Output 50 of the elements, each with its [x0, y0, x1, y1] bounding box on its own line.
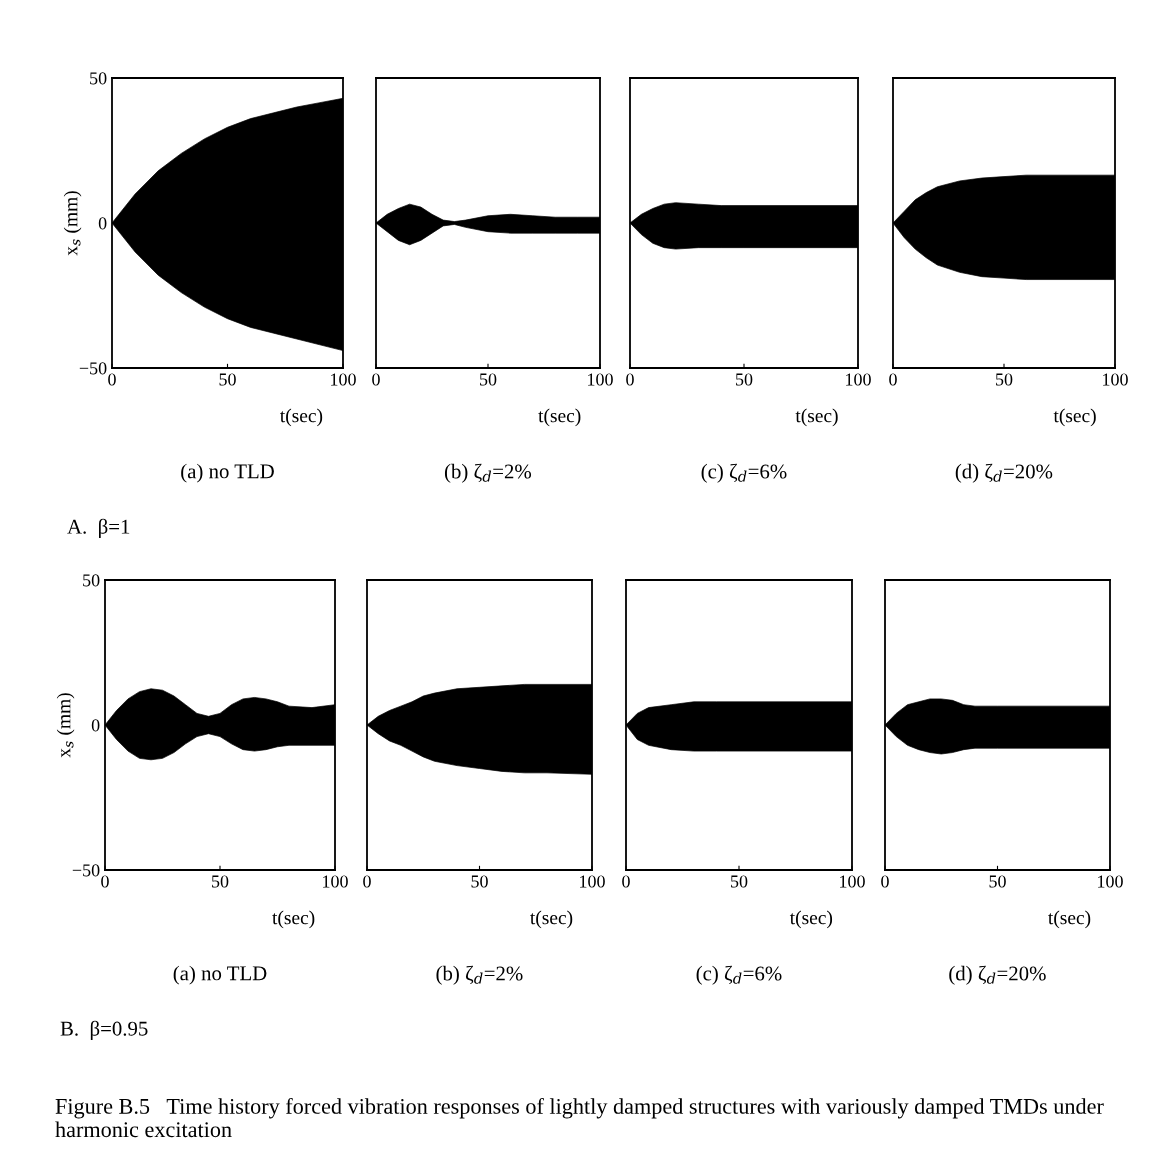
x-axis-title: t(sec) — [538, 408, 581, 427]
x-axis-title: t(sec) — [280, 408, 323, 427]
x-tick-label: 0 — [108, 373, 116, 386]
text: (b) ζ$_{d}$=2% — [444, 463, 532, 483]
text: B. β=0.95 — [60, 1020, 148, 1040]
y-tick-label: −50 — [72, 864, 100, 877]
y-tick-label: 50 — [83, 574, 100, 587]
x-tick-label: 50 — [219, 373, 236, 386]
x-tick-label: 100 — [840, 875, 865, 888]
y-tick-label: 0 — [91, 719, 100, 732]
x-tick-label: 0 — [363, 875, 371, 888]
text: A. β=1 — [67, 518, 130, 538]
text: (a) no TLD — [181, 463, 274, 483]
x-axis-title: t(sec) — [272, 910, 315, 929]
x-axis-title: t(sec) — [789, 910, 833, 929]
x-tick-label: 0 — [372, 373, 380, 386]
x-tick-label: 100 — [1103, 373, 1128, 386]
x-axis-title: t(sec) — [530, 910, 573, 929]
text: (d) ζ$_{d}$=20% — [949, 965, 1046, 985]
text: Figure B.5 Time history forced vibration responses of lightly damped structures with variously damped TMDs under harmonic excitation — [55, 1098, 1104, 1138]
y-tick-label: −50 — [79, 362, 107, 375]
y-axis-title: x$_{s}$ (mm) — [63, 191, 82, 256]
x-tick-label: 100 — [580, 875, 605, 888]
text: (a) no TLD — [173, 965, 267, 985]
text: (c) ζ$_{d}$=6% — [696, 965, 782, 985]
x-tick-label: 50 — [736, 373, 753, 386]
x-tick-label: 50 — [212, 875, 229, 888]
x-tick-label: 50 — [731, 875, 748, 888]
y-tick-label: 50 — [90, 72, 107, 85]
text: (b) ζ$_{d}$=2% — [436, 965, 523, 985]
text: (d) ζ$_{d}$=20% — [955, 463, 1053, 483]
x-tick-label: 50 — [471, 875, 488, 888]
x-tick-label: 0 — [881, 875, 889, 888]
x-tick-label: 100 — [331, 373, 356, 386]
x-axis-title: t(sec) — [795, 408, 838, 427]
x-tick-label: 0 — [622, 875, 630, 888]
x-tick-label: 0 — [889, 373, 897, 386]
y-tick-label: 0 — [98, 217, 107, 230]
x-tick-label: 50 — [996, 373, 1013, 386]
x-tick-label: 0 — [626, 373, 634, 386]
x-tick-label: 100 — [1098, 875, 1123, 888]
x-tick-label: 50 — [480, 373, 497, 386]
x-tick-label: 50 — [989, 875, 1006, 888]
x-tick-label: 100 — [323, 875, 348, 888]
x-tick-label: 100 — [846, 373, 871, 386]
x-tick-label: 100 — [588, 373, 613, 386]
x-axis-title: t(sec) — [1053, 408, 1096, 427]
x-axis-title: t(sec) — [1048, 910, 1091, 929]
y-axis-title: x$_{s}$ (mm) — [56, 693, 75, 758]
text: (c) ζ$_{d}$=6% — [701, 463, 787, 483]
